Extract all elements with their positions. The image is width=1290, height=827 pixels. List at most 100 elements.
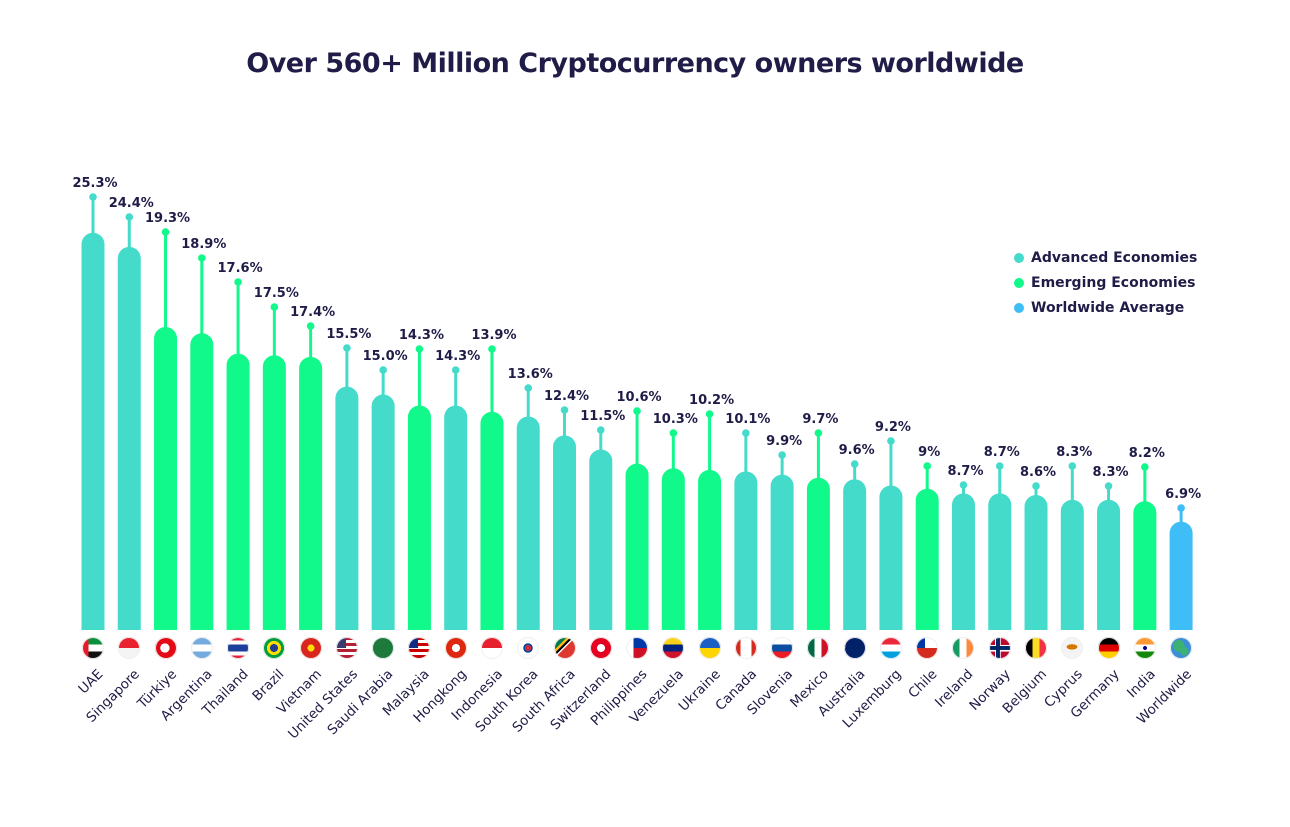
value-label: 14.3% bbox=[399, 328, 444, 343]
bar-hongkong bbox=[444, 405, 468, 630]
bar-india bbox=[1133, 501, 1157, 630]
value-label: 9% bbox=[918, 445, 940, 460]
pin-dot bbox=[1141, 463, 1149, 471]
pin-dot bbox=[959, 481, 968, 489]
bar-ukraine bbox=[698, 469, 722, 630]
flag-icon bbox=[263, 637, 286, 659]
flag-icon bbox=[118, 637, 141, 659]
pin-dot bbox=[887, 437, 895, 445]
value-label: 24.4% bbox=[109, 196, 154, 211]
pin-dot bbox=[524, 384, 533, 392]
bar-singapore bbox=[117, 246, 141, 630]
value-label: 10.6% bbox=[616, 390, 661, 405]
flag-icon bbox=[734, 637, 757, 659]
pin-dot bbox=[161, 228, 170, 236]
bar-germany bbox=[1097, 499, 1121, 630]
flag-icon bbox=[771, 637, 794, 659]
value-label: 17.6% bbox=[218, 261, 263, 276]
flag-icon bbox=[444, 637, 467, 659]
pin-dot bbox=[814, 429, 823, 437]
flag-icon bbox=[227, 637, 250, 659]
legend-item-worldwide: Worldwide Average bbox=[1014, 295, 1197, 320]
value-label: 8.2% bbox=[1129, 446, 1165, 461]
bar-chile bbox=[915, 488, 939, 630]
flag-icon bbox=[517, 637, 540, 659]
pin-dot bbox=[89, 193, 97, 201]
value-label: 15.5% bbox=[326, 327, 371, 342]
pin-dot bbox=[742, 429, 750, 437]
pin-dot bbox=[850, 460, 859, 468]
bar-saudi-arabia bbox=[371, 394, 395, 630]
flag-icon bbox=[843, 637, 866, 659]
legend-label: Worldwide Average bbox=[1031, 299, 1185, 316]
bar-australia bbox=[843, 479, 867, 630]
value-label: 18.9% bbox=[181, 237, 226, 252]
flag-icon bbox=[480, 637, 503, 659]
value-label: 10.1% bbox=[725, 412, 770, 427]
flag-icon bbox=[1097, 637, 1120, 659]
flag-icon bbox=[408, 637, 431, 659]
pin-dot bbox=[1177, 504, 1185, 512]
pin-dot bbox=[669, 429, 678, 437]
bar-south-africa bbox=[553, 435, 577, 630]
value-label: 9.2% bbox=[875, 420, 911, 435]
flag-icon bbox=[1133, 637, 1156, 659]
value-label: 19.3% bbox=[145, 211, 190, 226]
pin-dot bbox=[705, 410, 714, 418]
bar-türkiye bbox=[154, 326, 178, 630]
pin-dot bbox=[488, 345, 496, 353]
pin-dot bbox=[778, 451, 786, 459]
pin-dot bbox=[306, 322, 315, 330]
flag-icon bbox=[589, 637, 612, 659]
bar-argentina bbox=[190, 333, 214, 630]
legend-swatch-worldwide bbox=[1014, 302, 1024, 313]
value-label: 8.7% bbox=[947, 464, 983, 479]
bar-indonesia bbox=[480, 411, 504, 630]
flag-icon bbox=[916, 637, 939, 659]
value-label: 9.7% bbox=[802, 412, 838, 427]
legend-swatch-advanced bbox=[1014, 252, 1024, 263]
legend-swatch-emerging bbox=[1014, 277, 1024, 288]
flag-icon bbox=[807, 637, 830, 659]
value-label: 15.0% bbox=[363, 349, 408, 364]
bar-uae bbox=[81, 232, 105, 630]
value-label: 12.4% bbox=[544, 389, 589, 404]
bar-ireland bbox=[951, 493, 975, 630]
value-label: 8.3% bbox=[1093, 465, 1129, 480]
chart-title: Over 560+ Million Cryptocurrency owners … bbox=[246, 48, 1024, 79]
value-label: 25.3% bbox=[72, 176, 117, 191]
pin-dot bbox=[1068, 462, 1077, 470]
flag-icon bbox=[299, 637, 322, 659]
flag-icon bbox=[335, 637, 358, 659]
flag-icon bbox=[1025, 637, 1048, 659]
pin-dot bbox=[198, 254, 206, 262]
value-label: 17.5% bbox=[254, 286, 299, 301]
flag-icon bbox=[553, 637, 576, 659]
value-label: 8.3% bbox=[1056, 445, 1092, 460]
pin-dot bbox=[1032, 482, 1040, 490]
pin-dot bbox=[995, 462, 1004, 470]
bar-mexico bbox=[806, 477, 830, 630]
bar-worldwide bbox=[1169, 521, 1193, 630]
flag-icon bbox=[154, 637, 177, 659]
bar-vietnam bbox=[299, 356, 323, 630]
value-label: 10.2% bbox=[689, 393, 734, 408]
pin-dot bbox=[379, 366, 387, 374]
pin-dot bbox=[560, 406, 569, 414]
bar-malaysia bbox=[407, 405, 431, 630]
pin-dot bbox=[343, 344, 351, 352]
bar-switzerland bbox=[589, 449, 613, 630]
bar-united-states bbox=[335, 386, 359, 630]
legend-item-advanced: Advanced Economies bbox=[1014, 245, 1197, 270]
value-label: 8.6% bbox=[1020, 465, 1056, 480]
value-label: 9.6% bbox=[839, 443, 875, 458]
pin-dot bbox=[633, 407, 641, 415]
bar-slovenia bbox=[770, 474, 794, 630]
flag-icon bbox=[190, 637, 213, 659]
flag-icon bbox=[372, 637, 395, 659]
flag-icon bbox=[626, 637, 649, 659]
flag-icon bbox=[82, 637, 104, 659]
legend-label: Advanced Economies bbox=[1031, 249, 1198, 266]
value-label: 10.3% bbox=[653, 412, 698, 427]
